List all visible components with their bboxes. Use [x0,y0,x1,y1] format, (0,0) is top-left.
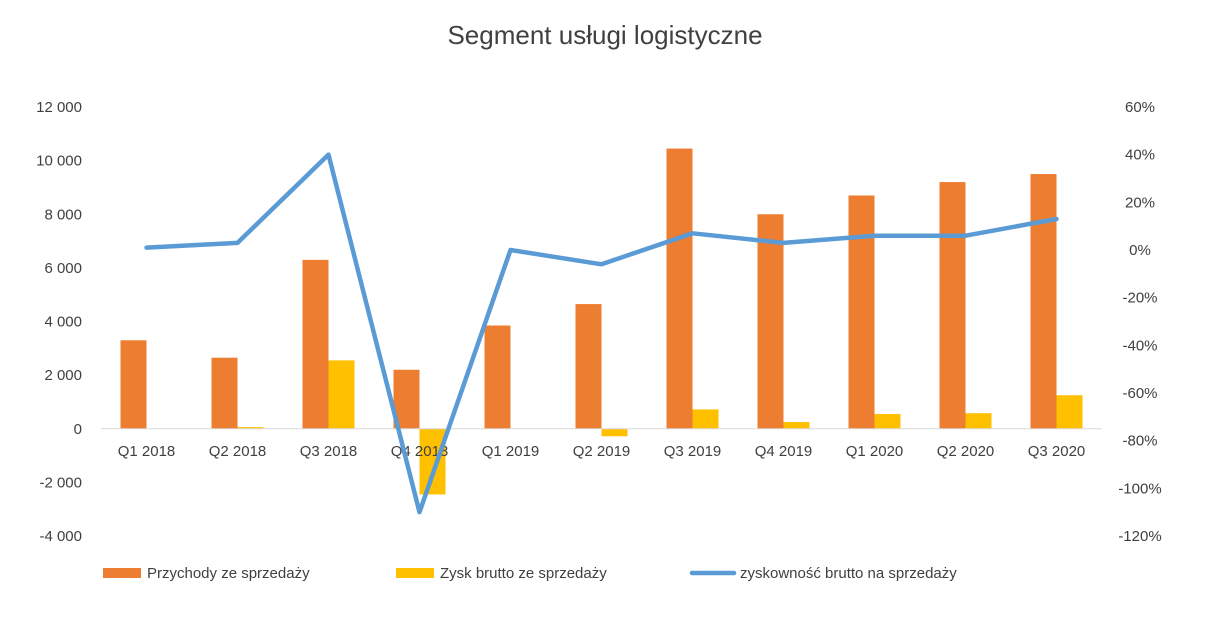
bar-gross-profit [328,360,355,429]
left-y-axis: 12 000 10 000 8 000 6 000 4 000 2 000 0 -2 000 -… [36,99,82,545]
right-tick-label: -120% [1118,528,1161,545]
category-label: Q4 2019 [755,443,813,460]
bar-gross-profit [692,409,719,429]
category-label: Q3 2020 [1028,443,1086,460]
right-tick-label: 40% [1125,147,1155,164]
legend-margin-label: zyskowność brutto na sprzedaży [740,565,957,582]
right-tick-label: 60% [1125,99,1155,116]
bar-revenue [120,340,147,429]
legend-revenue-swatch [103,568,141,578]
legend-revenue-label: Przychody ze sprzedaży [147,565,310,582]
left-tick-label: -2 000 [39,474,82,491]
bars [120,148,1083,495]
bar-gross-profit [601,428,628,437]
margin-line [144,152,1059,515]
left-tick-label: 0 [74,421,82,438]
left-tick-label: 2 000 [44,367,82,384]
chart-title: Segment usługi logistyczne [447,20,762,50]
bar-revenue [848,195,875,429]
bar-revenue [666,148,693,429]
line-series [144,152,1059,515]
bar-revenue [757,214,784,429]
right-tick-label: -40% [1122,337,1157,354]
bar-revenue [1030,174,1057,429]
right-tick-label: -100% [1118,480,1161,497]
left-tick-label: 6 000 [44,260,82,277]
right-tick-label: -80% [1122,433,1157,450]
category-label: Q3 2018 [300,443,358,460]
category-label: Q1 2020 [846,443,904,460]
bar-revenue [939,182,966,429]
bar-gross-profit [965,413,992,429]
right-y-axis: 60% 40% 20% 0% -20% -40% -60% -80% -100% -120% [1118,99,1161,545]
right-tick-label: 20% [1125,194,1155,211]
category-label: Q3 2019 [664,443,722,460]
legend-gross-profit-swatch [396,568,434,578]
bar-revenue [211,357,238,429]
right-tick-label: -60% [1122,385,1157,402]
bar-gross-profit [1056,395,1083,429]
category-label: Q2 2019 [573,443,631,460]
category-label: Q2 2020 [937,443,995,460]
left-tick-label: -4 000 [39,528,82,545]
legend: Przychody ze sprzedaży Zysk brutto ze spr… [103,565,957,582]
right-tick-label: 0% [1129,242,1151,259]
left-tick-label: 8 000 [44,206,82,223]
bar-gross-profit [419,428,446,495]
left-tick-label: 10 000 [36,153,82,170]
legend-gross-profit-label: Zysk brutto ze sprzedaży [440,565,607,582]
left-tick-label: 4 000 [44,314,82,331]
left-tick-label: 12 000 [36,99,82,116]
bar-gross-profit [783,422,810,429]
bar-gross-profit [237,427,264,429]
x-axis: Q1 2018 Q2 2018 Q3 2018 Q4 2018 Q1 2019 Q2 20… [118,443,1086,460]
category-label: Q2 2018 [209,443,267,460]
bar-gross-profit [874,414,901,429]
bar-revenue [575,304,602,429]
bar-revenue [302,259,329,429]
category-label: Q1 2019 [482,443,540,460]
right-tick-label: -20% [1122,290,1157,307]
category-label: Q1 2018 [118,443,176,460]
bar-revenue [484,325,511,429]
